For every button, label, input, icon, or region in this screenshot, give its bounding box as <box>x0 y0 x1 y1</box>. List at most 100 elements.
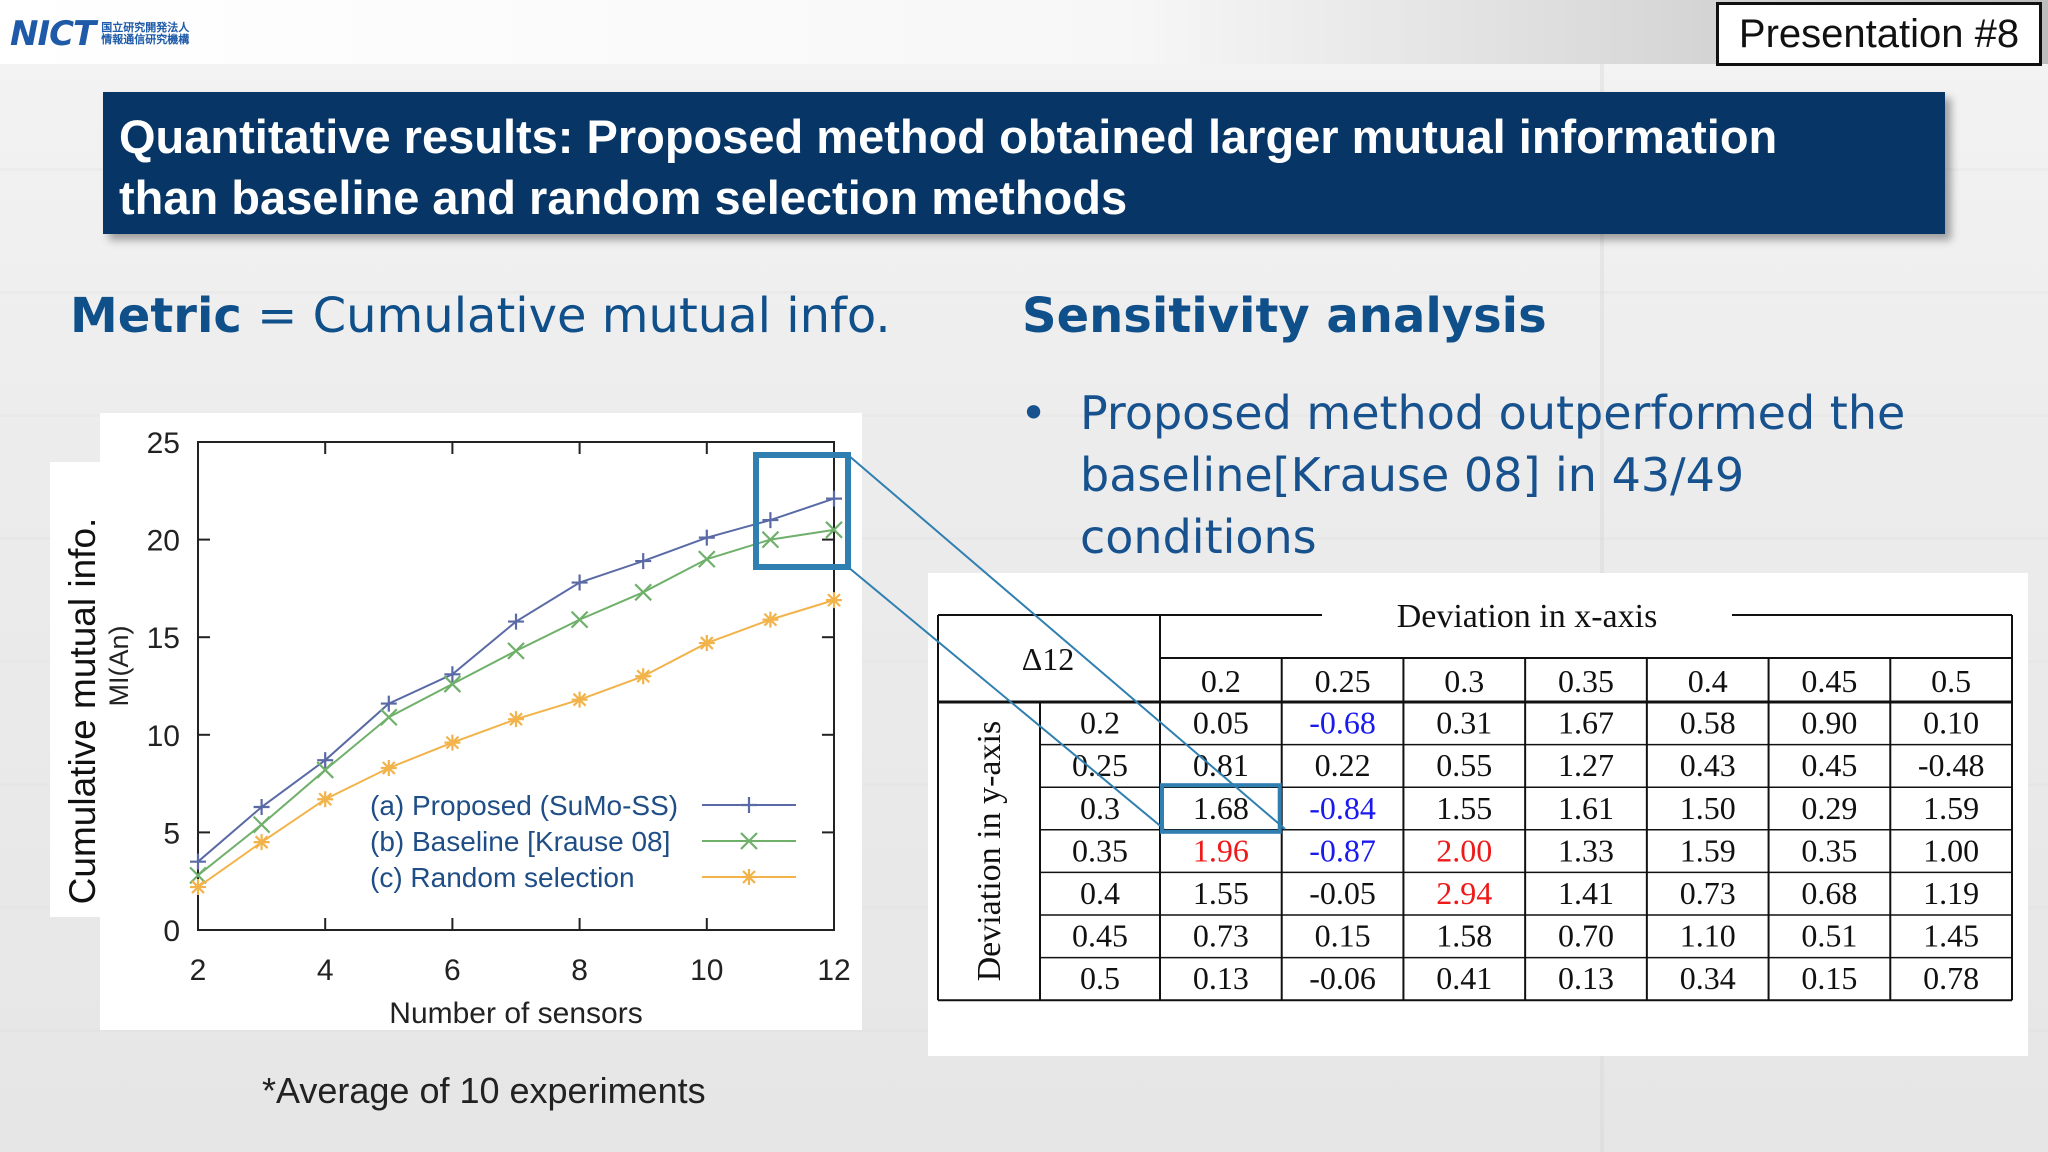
row-label: 0.5 <box>1080 960 1120 996</box>
row-label: 0.3 <box>1080 790 1120 826</box>
highlight-cell-box <box>1160 783 1282 834</box>
data-point <box>825 521 843 539</box>
table-cell: 1.58 <box>1436 918 1492 954</box>
col-label: 0.35 <box>1558 663 1614 699</box>
data-point <box>317 752 334 769</box>
table-cell: 0.51 <box>1801 918 1857 954</box>
table-cell: -0.68 <box>1309 705 1376 741</box>
table-cell: 0.73 <box>1193 918 1249 954</box>
table-cell: 0.41 <box>1436 960 1492 996</box>
table-cell: 1.55 <box>1436 790 1492 826</box>
zoom-line-lower <box>847 566 1165 830</box>
data-point <box>317 791 334 808</box>
table-cell: 0.45 <box>1801 747 1857 783</box>
data-point <box>380 695 397 712</box>
ylabel-panel <box>50 462 148 917</box>
table-cell: -0.48 <box>1918 747 1985 783</box>
table-cell: 0.68 <box>1801 875 1857 911</box>
y-axis-label: Cumulative mutual info. <box>62 518 103 905</box>
y-tick-label: 25 <box>147 427 180 460</box>
col-label: 0.45 <box>1801 663 1857 699</box>
table-cell: 1.00 <box>1923 832 1979 868</box>
chart-highlight-box <box>753 452 851 570</box>
table-panel <box>928 573 2028 1056</box>
legend-label: (b) Baseline [Krause 08] <box>370 826 670 857</box>
data-point <box>571 574 588 591</box>
data-point <box>252 815 271 834</box>
legend-label: (a) Proposed (SuMo-SS) <box>370 790 678 821</box>
table-cell: 2.00 <box>1436 832 1492 868</box>
table-cell: 0.34 <box>1680 960 1736 996</box>
y-tick-label: 15 <box>147 622 180 655</box>
row-header: Deviation in y-axis <box>971 721 1008 982</box>
col-label: 0.25 <box>1315 663 1371 699</box>
title-line-2: than baseline and random selection metho… <box>119 171 1128 224</box>
x-tick-label: 4 <box>317 954 334 987</box>
table-cell: 2.94 <box>1436 875 1492 911</box>
data-point <box>444 666 461 683</box>
table-cell: 1.50 <box>1680 790 1736 826</box>
table-cell: 1.33 <box>1558 832 1614 868</box>
table-cell: 1.67 <box>1558 705 1614 741</box>
y-tick-label: 10 <box>147 720 180 753</box>
y-tick-label: 20 <box>147 525 180 558</box>
table-cell: 0.05 <box>1193 705 1249 741</box>
data-point <box>508 711 524 728</box>
data-point <box>570 610 589 629</box>
presentation-number: Presentation #8 <box>1716 2 2042 66</box>
data-point <box>635 553 652 570</box>
data-point <box>444 734 461 751</box>
footnote: *Average of 10 experiments <box>262 1070 706 1111</box>
data-point <box>635 668 652 685</box>
table-cell: 0.81 <box>1193 747 1249 783</box>
data-point <box>761 530 780 549</box>
col-label: 0.4 <box>1688 663 1728 699</box>
row-label: 0.35 <box>1072 832 1128 868</box>
table-cell: 0.13 <box>1193 960 1249 996</box>
y-axis-sublabel: MI(An) <box>104 626 134 707</box>
table-cell: 1.41 <box>1558 875 1614 911</box>
data-point <box>698 635 715 652</box>
header-bar: NICT 国立研究開発法人 情報通信研究機構 <box>0 0 2048 64</box>
table-cell: 1.45 <box>1923 918 1979 954</box>
logo-subtitle: 国立研究開発法人 情報通信研究機構 <box>101 21 190 46</box>
data-point <box>762 611 779 628</box>
data-point <box>443 675 462 693</box>
data-point <box>741 869 757 885</box>
table-cell: 0.43 <box>1680 747 1736 783</box>
table-cell: 1.68 <box>1193 790 1249 826</box>
table-cell: -0.87 <box>1309 832 1376 868</box>
table-cell: 0.15 <box>1801 960 1857 996</box>
table-cell: 0.10 <box>1923 705 1979 741</box>
data-point <box>741 797 757 813</box>
row-label: 0.2 <box>1080 705 1120 741</box>
table-cell: -0.06 <box>1309 960 1376 996</box>
sensitivity-heading: Sensitivity analysis <box>1022 288 1547 344</box>
table-cell: 1.55 <box>1193 875 1249 911</box>
col-header-bg <box>1322 597 1732 633</box>
x-tick-label: 8 <box>571 954 588 987</box>
table-cell: 0.13 <box>1558 960 1614 996</box>
data-point <box>826 592 842 609</box>
table-cell: 0.22 <box>1315 747 1371 783</box>
data-point <box>190 879 206 896</box>
data-point <box>698 529 715 546</box>
table-cell: 1.27 <box>1558 747 1614 783</box>
x-tick-label: 10 <box>690 954 723 987</box>
data-point <box>634 583 652 602</box>
series-2 <box>190 592 842 896</box>
y-tick-label: 0 <box>163 915 180 948</box>
col-label: 0.2 <box>1201 663 1241 699</box>
data-point <box>826 490 842 507</box>
y-tick-label: 5 <box>163 817 180 850</box>
nict-logo: NICT 国立研究開発法人 情報通信研究機構 <box>10 14 201 54</box>
chart-legend: (a) Proposed (SuMo-SS) (b) Baseline [Krau… <box>366 789 796 895</box>
table-cell: 1.59 <box>1923 790 1979 826</box>
table-cell: 1.19 <box>1923 875 1979 911</box>
table-corner: Δ12 <box>1022 641 1075 677</box>
row-label: 0.45 <box>1072 918 1128 954</box>
data-point <box>740 832 758 850</box>
data-point <box>571 691 588 708</box>
metric-heading: Metric = Cumulative mutual info. <box>70 288 891 344</box>
